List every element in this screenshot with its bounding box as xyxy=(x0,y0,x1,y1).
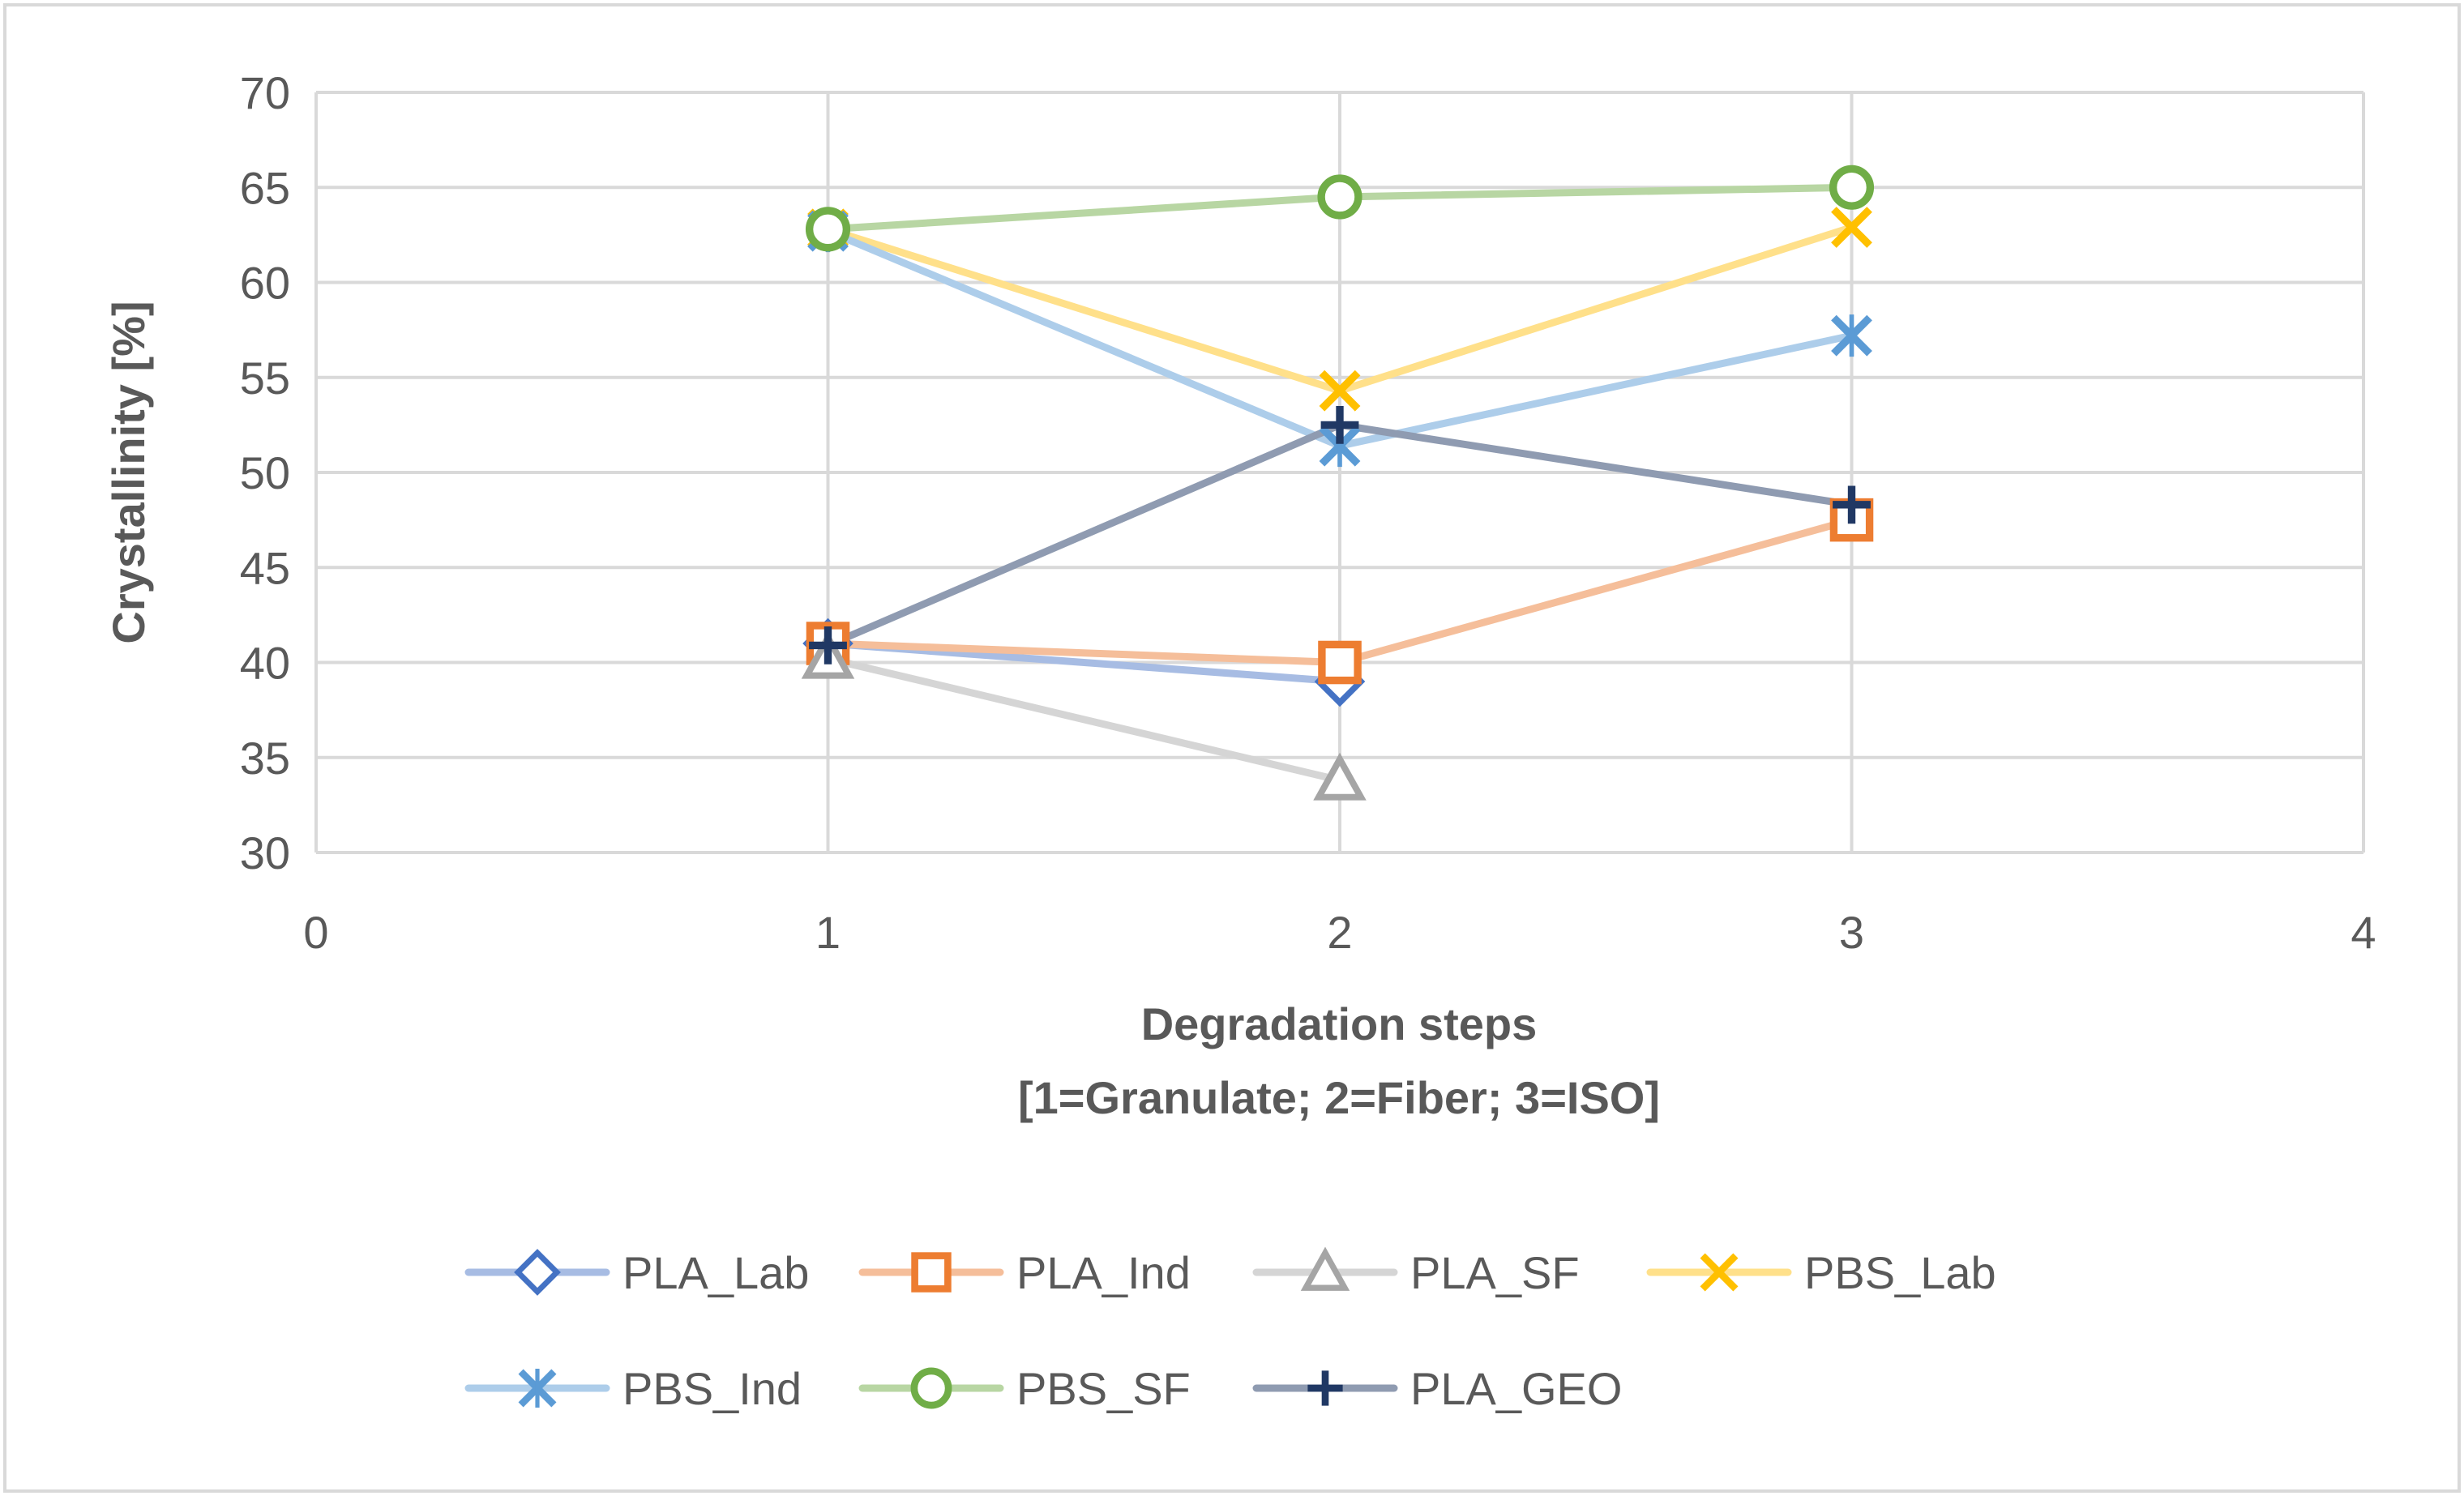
point-pbs-lab-3 xyxy=(1831,207,1872,248)
x-axis-subtitle: [1=Granulate; 2=Fiber; 3=ISO] xyxy=(1018,1072,1660,1123)
y-tick-label-70: 70 xyxy=(240,67,290,118)
y-tick-label-60: 60 xyxy=(240,258,290,309)
y-tick-label-55: 55 xyxy=(240,353,290,404)
y-tick-label-65: 65 xyxy=(240,162,290,213)
y-tick-label-40: 40 xyxy=(240,638,290,689)
point-pla-sf-2 xyxy=(1313,752,1367,801)
legend-item-pla-geo: PLA_GEO xyxy=(1252,1363,1622,1414)
legend-label-pla-lab: PLA_Lab xyxy=(622,1247,809,1298)
x-tick-label-1: 1 xyxy=(815,907,841,958)
y-tick-label-30: 30 xyxy=(240,827,290,878)
x-axis-title: Degradation steps xyxy=(1141,998,1538,1049)
legend: PLA_Lab PLA_Ind PLA_SF PBS_Lab PBS_Ind PBS_SF… xyxy=(464,1246,1996,1414)
x-tick-label-4: 4 xyxy=(2351,907,2376,958)
point-pla-geo-1 xyxy=(809,626,847,665)
legend-label-pbs-sf: PBS_SF xyxy=(1016,1363,1191,1414)
y-tick-label-45: 45 xyxy=(240,542,290,593)
legend-marker-pla-sf xyxy=(1300,1246,1350,1291)
legend-marker-pla-lab xyxy=(514,1249,561,1296)
point-pla-ind-2 xyxy=(1318,640,1362,685)
legend-item-pla-lab: PLA_Lab xyxy=(464,1247,809,1298)
series-lines xyxy=(801,165,1875,801)
legend-marker-pbs-sf xyxy=(910,1367,952,1409)
legend-label-pla-sf: PLA_SF xyxy=(1410,1247,1580,1298)
x-tick-label-0: 0 xyxy=(303,907,328,958)
legend-item-pla-sf: PLA_SF xyxy=(1252,1246,1580,1298)
legend-item-pbs-lab: PBS_Lab xyxy=(1646,1247,1996,1298)
tick-labels: 30 35 40 45 50 55 60 65 70 0 1 2 3 4 xyxy=(240,67,2376,958)
chart-frame xyxy=(3,3,2461,1493)
point-pbs-lab-2 xyxy=(1319,370,1361,412)
point-pbs-sf-1 xyxy=(805,207,851,252)
legend-marker-pbs-ind xyxy=(518,1369,557,1408)
y-tick-label-35: 35 xyxy=(240,733,290,784)
legend-label-pbs-lab: PBS_Lab xyxy=(1804,1247,1996,1298)
legend-label-pla-ind: PLA_Ind xyxy=(1016,1247,1191,1298)
legend-marker-pla-geo xyxy=(1307,1370,1343,1406)
legend-item-pla-ind: PLA_Ind xyxy=(858,1247,1191,1298)
legend-label-pla-geo: PLA_GEO xyxy=(1410,1363,1622,1414)
point-pla-geo-3 xyxy=(1833,485,1871,524)
x-tick-label-3: 3 xyxy=(1839,907,1864,958)
x-tick-label-2: 2 xyxy=(1327,907,1352,958)
point-pbs-sf-3 xyxy=(1829,165,1875,210)
point-pbs-ind-3 xyxy=(1831,314,1872,357)
legend-marker-pla-ind xyxy=(911,1252,952,1293)
legend-item-pbs-ind: PBS_Ind xyxy=(464,1363,802,1414)
y-tick-label-50: 50 xyxy=(240,447,290,498)
point-pla-geo-2 xyxy=(1320,405,1359,444)
legend-marker-pbs-lab xyxy=(1700,1253,1739,1292)
y-axis-title: Crystallinity [%] xyxy=(103,301,154,643)
point-pbs-sf-2 xyxy=(1317,174,1362,220)
legend-label-pbs-ind: PBS_Ind xyxy=(622,1363,802,1414)
series-line-pla-sf xyxy=(824,655,1344,784)
legend-item-pbs-sf: PBS_SF xyxy=(858,1363,1191,1414)
